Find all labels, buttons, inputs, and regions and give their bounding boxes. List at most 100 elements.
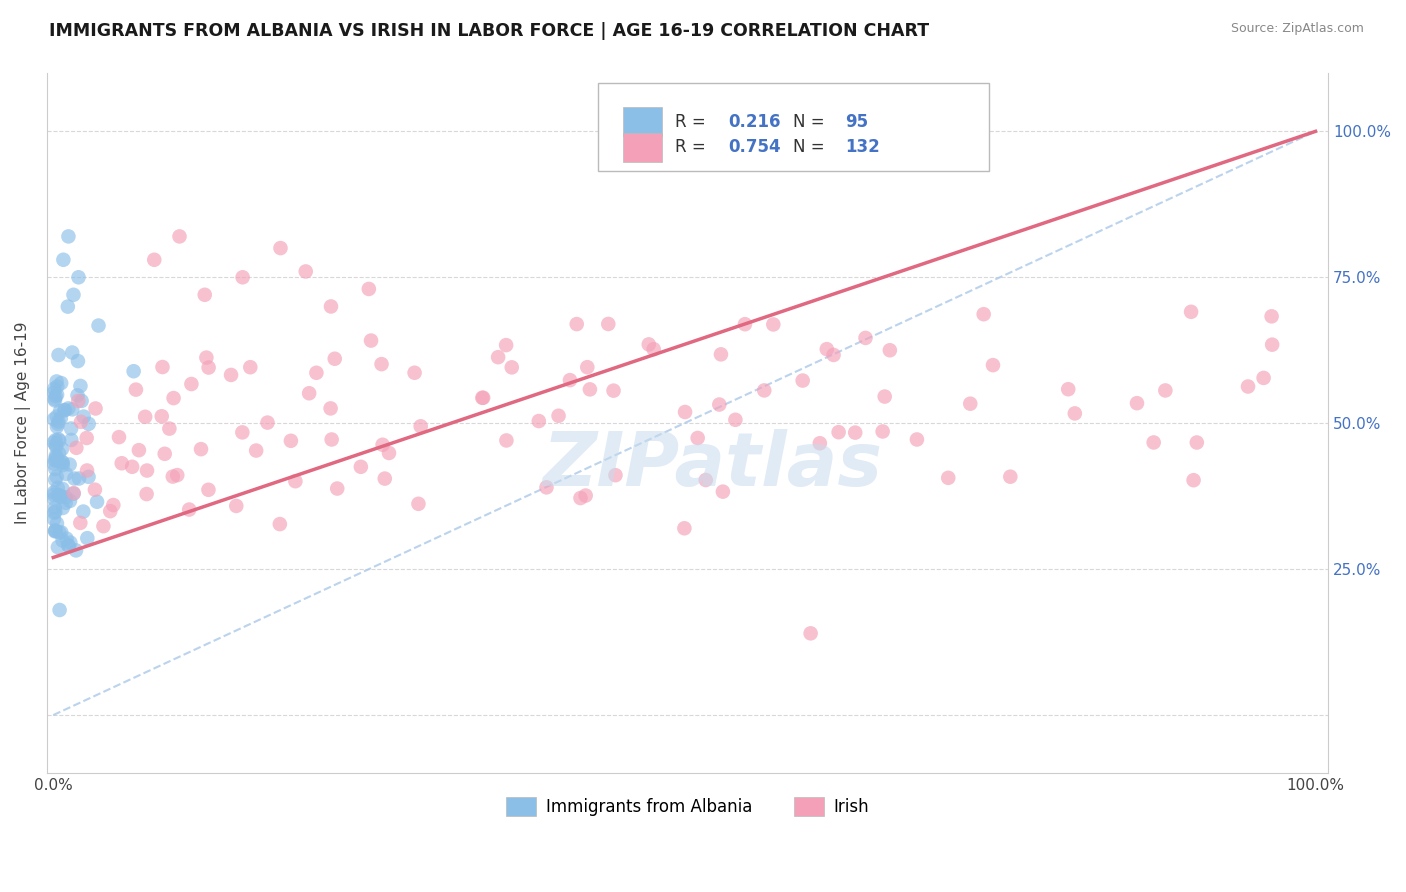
- Point: [52, 500, 75, 515]
- Point: [53, 403, 76, 417]
- Point: [42, 491, 65, 506]
- Point: [527, 414, 550, 428]
- Point: [67, 270, 90, 285]
- Point: [67, 471, 90, 485]
- Point: [86, 494, 108, 508]
- Point: [294, 264, 316, 278]
- Point: [51, 376, 73, 390]
- Point: [55, 490, 77, 504]
- Point: [495, 434, 517, 448]
- Point: [73, 409, 96, 424]
- Point: [143, 252, 166, 267]
- Point: [51, 455, 73, 469]
- Point: [370, 357, 392, 371]
- Point: [350, 459, 373, 474]
- Point: [44, 524, 66, 538]
- Point: [42, 485, 65, 500]
- Point: [44, 506, 66, 520]
- Point: [51, 533, 73, 548]
- Point: [46, 419, 69, 434]
- Point: [44, 453, 66, 467]
- Text: R =: R =: [675, 138, 711, 156]
- Point: [48, 415, 70, 429]
- Point: [76, 463, 98, 477]
- Point: [879, 343, 901, 358]
- Point: [48, 434, 70, 448]
- Point: [197, 360, 219, 375]
- Point: [135, 487, 157, 501]
- Point: [231, 425, 253, 440]
- Point: [558, 373, 581, 387]
- Point: [686, 431, 709, 445]
- Point: [762, 318, 785, 332]
- Point: [49, 404, 72, 418]
- Point: [51, 456, 73, 470]
- Point: [232, 270, 254, 285]
- Point: [49, 489, 72, 503]
- Point: [60, 345, 83, 359]
- Point: [62, 486, 84, 500]
- Point: [565, 317, 588, 331]
- Point: [44, 505, 66, 519]
- Point: [981, 358, 1004, 372]
- Point: [1057, 382, 1080, 396]
- Point: [471, 391, 494, 405]
- Point: [55, 467, 77, 481]
- Point: [1261, 337, 1284, 351]
- Point: [357, 282, 380, 296]
- Point: [45, 469, 67, 483]
- Text: N =: N =: [793, 138, 830, 156]
- Point: [45, 389, 67, 403]
- Point: [69, 379, 91, 393]
- Point: [409, 419, 432, 434]
- Point: [42, 412, 65, 426]
- Point: [855, 331, 877, 345]
- Point: [378, 446, 401, 460]
- Point: [190, 442, 212, 457]
- Point: [1182, 473, 1205, 487]
- Point: [128, 443, 150, 458]
- Point: [709, 398, 731, 412]
- Point: [166, 468, 188, 483]
- Point: [60, 421, 83, 435]
- Point: [70, 415, 93, 429]
- Point: [319, 300, 342, 314]
- Point: [46, 387, 69, 401]
- Point: [72, 504, 94, 518]
- Text: 0.754: 0.754: [728, 138, 782, 156]
- Point: [823, 348, 845, 362]
- Point: [46, 516, 69, 531]
- Point: [77, 470, 100, 484]
- Point: [52, 458, 75, 472]
- Point: [69, 516, 91, 530]
- Point: [219, 368, 242, 382]
- Point: [55, 496, 77, 510]
- Point: [62, 287, 84, 301]
- Legend: Immigrants from Albania, Irish: Immigrants from Albania, Irish: [498, 789, 877, 824]
- Point: [150, 409, 173, 424]
- Point: [87, 318, 110, 333]
- Point: [66, 388, 89, 402]
- Point: [44, 433, 66, 447]
- Point: [256, 416, 278, 430]
- Point: [905, 433, 928, 447]
- Point: [134, 409, 156, 424]
- Point: [579, 383, 602, 397]
- Point: [305, 366, 328, 380]
- Text: R =: R =: [675, 112, 711, 130]
- Point: [48, 603, 70, 617]
- Point: [48, 446, 70, 460]
- Point: [45, 440, 67, 454]
- Point: [605, 468, 627, 483]
- Point: [44, 524, 66, 538]
- Point: [42, 435, 65, 450]
- Point: [815, 342, 838, 356]
- Point: [111, 456, 134, 470]
- Point: [76, 531, 98, 545]
- Point: [103, 498, 125, 512]
- Text: 0.216: 0.216: [728, 112, 782, 130]
- Point: [872, 425, 894, 439]
- Point: [1154, 384, 1177, 398]
- Y-axis label: In Labor Force | Age 16-19: In Labor Force | Age 16-19: [15, 322, 31, 524]
- Point: [734, 317, 756, 331]
